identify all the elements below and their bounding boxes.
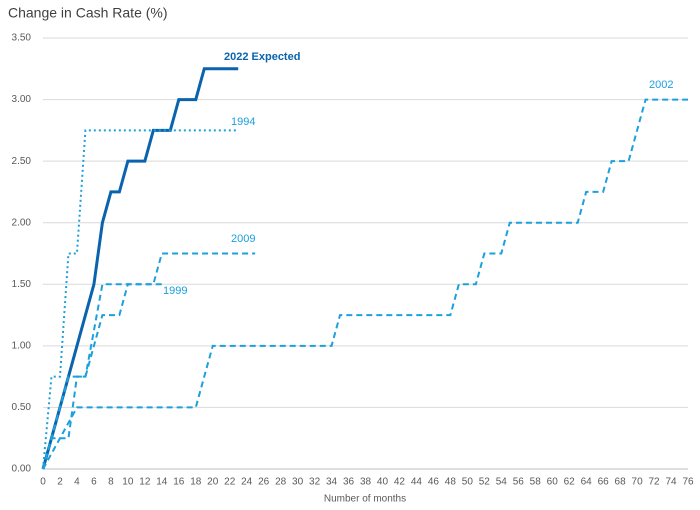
- series-line: [42, 252, 256, 470]
- series-line: [42, 98, 688, 470]
- y-tick-label: 1.50: [12, 279, 32, 290]
- x-tick-label: 20: [207, 477, 219, 488]
- x-tick-label: 68: [615, 477, 627, 488]
- x-tick-label: 32: [309, 477, 321, 488]
- x-tick-label: 24: [241, 477, 253, 488]
- y-tick-label: 3.00: [12, 94, 32, 105]
- x-tick-label: 64: [581, 477, 593, 488]
- x-tick-label: 26: [258, 477, 270, 488]
- series-label: 1994: [231, 116, 255, 128]
- series-label: 2009: [231, 233, 255, 245]
- x-tick-label: 12: [139, 477, 151, 488]
- series-line: [41, 67, 239, 470]
- x-tick-label: 72: [648, 477, 660, 488]
- x-tick-label: 6: [91, 477, 97, 488]
- x-tick-label: 44: [411, 477, 423, 488]
- x-tick-label: 0: [40, 477, 46, 488]
- x-tick-label: 52: [479, 477, 491, 488]
- x-tick-label: 14: [156, 477, 168, 488]
- x-tick-label: 42: [394, 477, 406, 488]
- x-tick-label: 46: [428, 477, 440, 488]
- series-line: [42, 129, 239, 470]
- x-tick-label: 22: [224, 477, 236, 488]
- y-tick-label: 3.50: [12, 33, 32, 44]
- y-tick-label: 2.00: [12, 217, 32, 228]
- y-tick-label: 0.00: [12, 464, 32, 475]
- series-line: [42, 283, 162, 470]
- x-tick-label: 58: [530, 477, 542, 488]
- x-tick-label: 66: [598, 477, 610, 488]
- x-tick-label: 34: [326, 477, 338, 488]
- x-tick-label: 62: [564, 477, 576, 488]
- series-label: 1999: [163, 285, 187, 297]
- y-tick-label: 0.50: [12, 402, 32, 413]
- x-tick-label: 48: [445, 477, 457, 488]
- x-tick-label: 74: [665, 477, 677, 488]
- x-tick-label: 2: [57, 477, 63, 488]
- x-tick-label: 70: [632, 477, 644, 488]
- x-tick-label: 30: [292, 477, 304, 488]
- x-tick-label: 4: [74, 477, 80, 488]
- y-tick-label: 1.00: [12, 340, 32, 351]
- y-tick-label: 2.50: [12, 156, 32, 167]
- x-tick-label: 54: [496, 477, 508, 488]
- x-tick-label: 28: [275, 477, 287, 488]
- chart-title: Change in Cash Rate (%): [8, 5, 168, 21]
- series-label: 2002: [649, 79, 673, 91]
- x-tick-label: 56: [513, 477, 525, 488]
- x-tick-label: 40: [377, 477, 389, 488]
- x-tick-label: 38: [360, 477, 372, 488]
- x-tick-label: 36: [343, 477, 355, 488]
- series-label: 2022 Expected: [224, 51, 300, 63]
- x-tick-label: 16: [173, 477, 185, 488]
- x-tick-label: 60: [547, 477, 559, 488]
- x-axis-label: Number of months: [324, 494, 406, 505]
- x-tick-label: 10: [122, 477, 134, 488]
- x-tick-label: 18: [190, 477, 202, 488]
- x-tick-label: 50: [462, 477, 474, 488]
- x-tick-label: 76: [682, 477, 694, 488]
- x-tick-label: 8: [108, 477, 114, 488]
